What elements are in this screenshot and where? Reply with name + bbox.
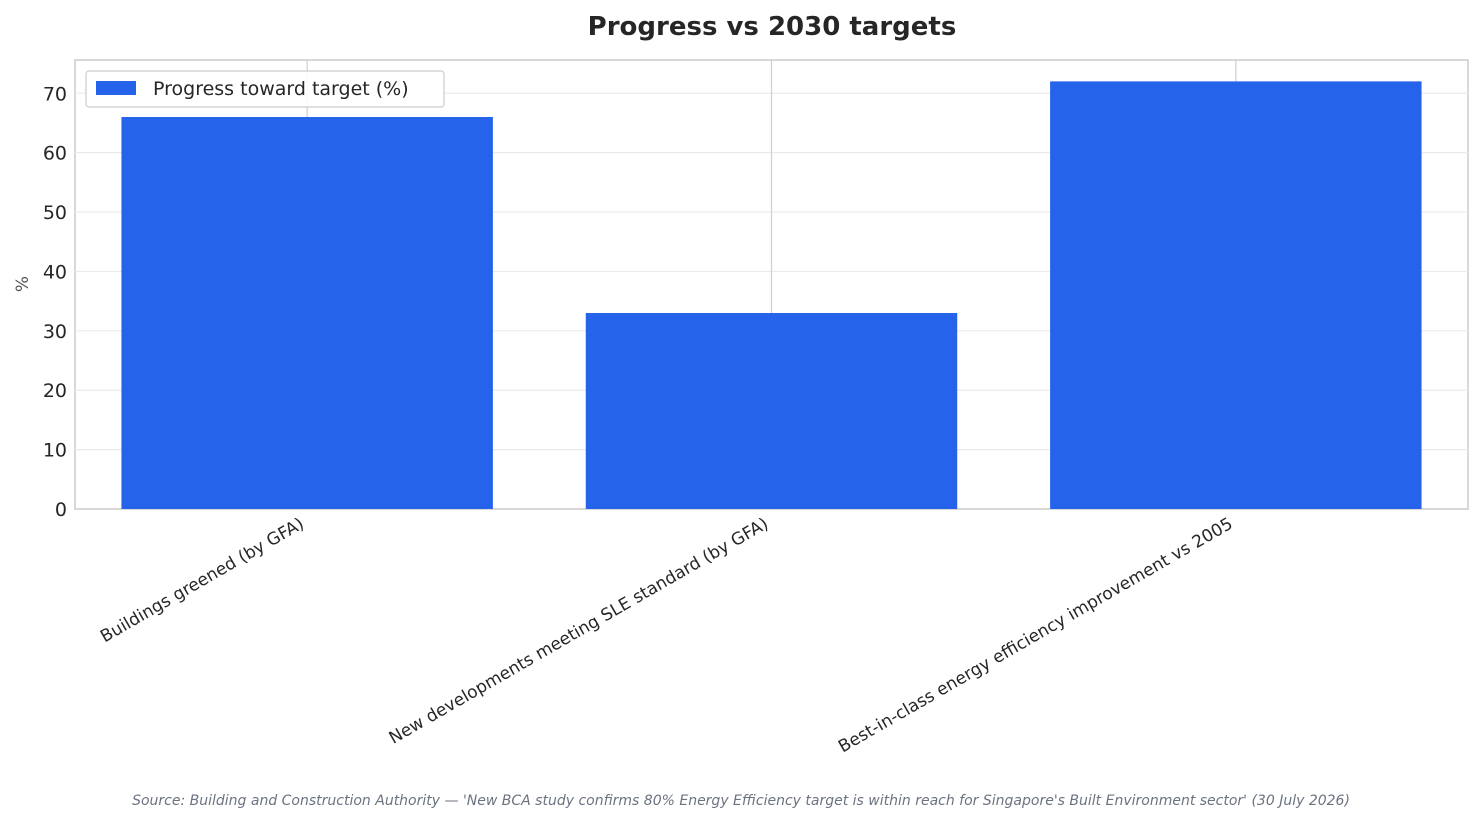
y-tick-label: 0 (55, 499, 67, 521)
y-tick-label: 60 (43, 143, 67, 165)
legend: Progress toward target (%) (85, 70, 445, 108)
y-tick-label: 50 (43, 202, 67, 224)
bars (121, 81, 1422, 510)
plot-area: 0 10 20 30 40 50 60 70 Buildings greened (by GF… (43, 59, 1469, 757)
source-note: Source: Building and Construction Author… (132, 793, 1350, 809)
bar (121, 117, 493, 510)
y-tick-label: 70 (43, 83, 67, 105)
y-axis-label: % (13, 276, 33, 292)
x-tick-label: New developments meeting SLE standard (b… (386, 514, 772, 749)
bar (585, 313, 958, 509)
y-tick-label: 30 (43, 321, 67, 343)
legend-frame (85, 70, 445, 108)
x-tick-label: Buildings greened (by GFA) (97, 514, 308, 647)
y-tick-label: 40 (43, 261, 67, 283)
y-tick-label: 20 (43, 380, 67, 402)
y-axis-ticks: 0 10 20 30 40 50 60 70 (43, 83, 67, 521)
x-tick-label: Best-in-class energy efficiency improvem… (835, 514, 1236, 757)
y-tick-label: 10 (43, 440, 67, 462)
chart-title: Progress vs 2030 targets (588, 12, 957, 42)
legend-swatch (96, 81, 136, 95)
bar (1050, 81, 1422, 509)
legend-label: Progress toward target (%) (153, 78, 409, 100)
x-axis-ticks: Buildings greened (by GFA) New developmen… (97, 514, 1236, 757)
